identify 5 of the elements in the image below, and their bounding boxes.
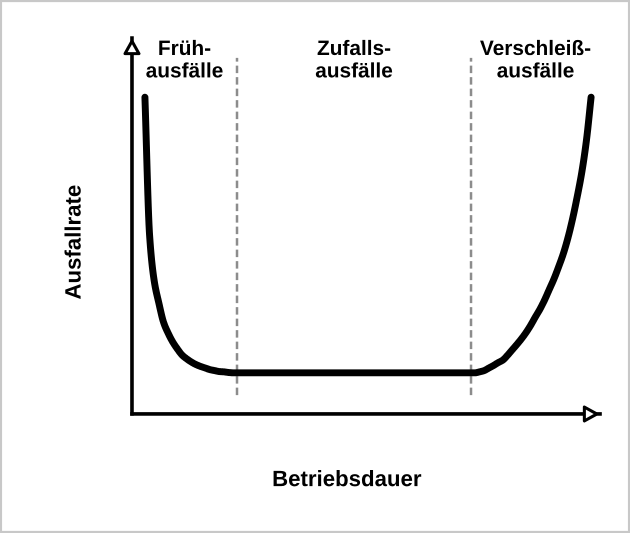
text: Zufalls- ausfälle xyxy=(316,40,392,78)
y-axis-title: Ausfallrate xyxy=(64,185,81,300)
x-axis-title: Betriebsdauer xyxy=(274,470,422,486)
text: Verschleiß- ausfälle xyxy=(480,40,590,78)
text: Früh- ausfälle xyxy=(146,40,223,78)
